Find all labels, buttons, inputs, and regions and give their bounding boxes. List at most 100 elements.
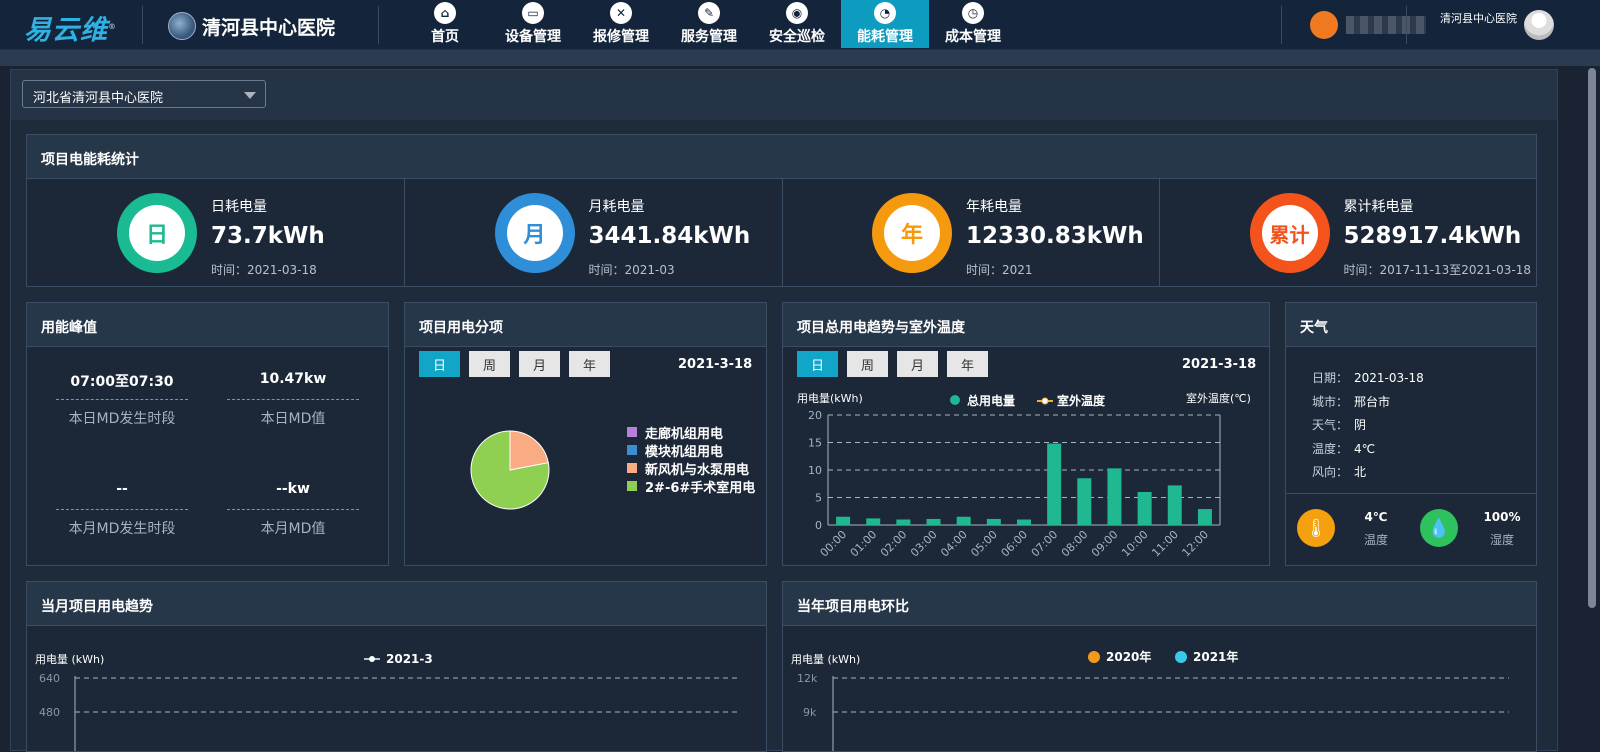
trend-panel: 项目总用电趋势与室外温度 日周月年 2021-3-18 用电量(kWh) 室外温度… (782, 302, 1270, 566)
filter-bar: 河北省清河县中心医院 (11, 70, 1557, 120)
y-tick-label: 15 (808, 437, 822, 450)
hospital-select[interactable]: 河北省清河县中心医院 (22, 80, 266, 108)
monitor-icon: ▭ (522, 2, 544, 24)
tab-2[interactable]: 月 (519, 351, 560, 377)
gauge-icon: ◷ (962, 2, 984, 24)
x-tick-label: 12:00 (1179, 528, 1211, 560)
weather-row: 风向：北 (1312, 465, 1367, 479)
bar (1167, 485, 1182, 525)
bar (926, 518, 941, 525)
humidity-value: 100% (1483, 510, 1521, 524)
nav-item-4[interactable]: ◉ 安全巡检 (753, 0, 841, 48)
bar (1017, 519, 1031, 525)
x-tick-label: 07:00 (1029, 528, 1061, 560)
x-tick-label: 06:00 (999, 528, 1031, 560)
temperature-value: 4℃ (1364, 510, 1388, 524)
panel-title: 当月项目用电趋势 (27, 582, 766, 626)
legend-item[interactable]: 2#-6#手术室用电 (627, 477, 755, 496)
bar-chart: 用电量(kWh) 室外温度(℃) 总用电量 室外温度 0 5 10 15 20 00:0001:0… (797, 391, 1251, 560)
bar (896, 519, 911, 525)
tab-0[interactable]: 日 (419, 351, 460, 377)
panel-title: 天气 (1286, 303, 1536, 347)
avatar[interactable] (1524, 10, 1554, 40)
bar-chart: 用电量 (kWh) 12k 9k 2020年 2021年 (791, 649, 1509, 751)
y-tick-label: 640 (39, 672, 60, 685)
y-tick-label: 5 (815, 492, 822, 505)
nav-item-1[interactable]: ▭ 设备管理 (489, 0, 577, 48)
edit-icon: ✎ (698, 2, 720, 24)
x-tick-label: 11:00 (1149, 528, 1181, 560)
nav-item-6[interactable]: ◷ 成本管理 (929, 0, 1017, 48)
bar (986, 518, 1001, 525)
energy-stats-panel: 项目电能耗统计 日日耗电量 73.7kWh 时间：2021-03-18 月月耗电量 34… (26, 134, 1537, 287)
bar (866, 518, 881, 525)
panel-title: 项目用电分项 (405, 303, 766, 347)
divider (1281, 6, 1282, 44)
nav-item-2[interactable]: ✕ 报修管理 (577, 0, 665, 48)
tab-3[interactable]: 年 (947, 351, 988, 377)
nav-item-0[interactable]: ⌂ 首页 (401, 0, 489, 48)
y-axis-label: 用电量(kWh) (797, 392, 863, 405)
user-area[interactable] (1310, 8, 1426, 42)
pie-chart-icon: ◔ (874, 2, 896, 24)
pie-legend: 走廊机组用电 模块机组用电 新风机与水泵用电 2#-6#手术室用电 (627, 423, 755, 496)
peak-cell: 10.47kw 本日MD值 (227, 371, 359, 428)
humidity-label: 湿度 (1489, 533, 1514, 547)
stat-time: 时间：2021 (966, 263, 1033, 277)
pie-chart (470, 430, 550, 510)
tab-2[interactable]: 月 (897, 351, 938, 377)
brand-logo[interactable]: 易云维® (24, 15, 117, 46)
stat-label: 年耗电量 (966, 199, 1022, 215)
humidity-icon: 💧 (1420, 509, 1458, 547)
y-axis-label: 用电量 (kWh) (35, 653, 104, 666)
stat-label: 月耗电量 (588, 199, 645, 215)
thermometer-icon: 🌡 (1297, 509, 1335, 547)
legend-item[interactable]: 新风机与水泵用电 (627, 459, 755, 478)
tab-0[interactable]: 日 (797, 351, 838, 377)
bar (1137, 492, 1152, 525)
x-tick-label: 00:00 (818, 528, 850, 560)
stat-card: 月月耗电量 3441.84kWh 时间：2021-03 (405, 179, 783, 287)
y-axis-label: 用电量 (kWh) (791, 653, 860, 666)
period-tabs: 日周月年 (797, 351, 988, 377)
temperature-label: 温度 (1363, 533, 1388, 547)
bar (836, 516, 851, 525)
stat-card: 累计 累计耗电量 528917.4kWh 时间：2017-11-13至2021-03-… (1160, 179, 1538, 287)
legend-item[interactable]: 模块机组用电 (627, 441, 755, 460)
x-tick-label: 02:00 (878, 528, 910, 560)
legend-marker (1041, 397, 1049, 405)
panel-title: 项目电能耗统计 (27, 135, 1536, 179)
nav-label: 报修管理 (593, 29, 649, 45)
stat-time: 时间：2017-11-13至2021-03-18 (1343, 263, 1531, 277)
divider (378, 6, 379, 44)
period-tabs: 日周月年 (419, 351, 610, 377)
bar (1077, 478, 1092, 525)
x-tick-label: 08:00 (1059, 528, 1091, 560)
bar (1197, 509, 1212, 525)
sub-bar (0, 50, 1600, 66)
tab-1[interactable]: 周 (469, 351, 510, 377)
tab-3[interactable]: 年 (569, 351, 610, 377)
monthly-trend-panel: 当月项目用电趋势 用电量 (kWh) 640 480 2021-3 (26, 581, 767, 752)
nav-label: 首页 (431, 29, 459, 45)
weather-panel: 天气 日期： 2021-03-18 城市： 邢台市 天气：阴温度： 4℃ 风向：北 🌡 4℃… (1285, 302, 1537, 566)
stat-card: 年年耗电量 12330.83kWh 时间：2021 (782, 179, 1160, 287)
scrollbar[interactable] (1588, 68, 1596, 608)
legend-item[interactable]: 走廊机组用电 (627, 423, 755, 442)
line-chart: 用电量 (kWh) 640 480 2021-3 (35, 652, 739, 751)
user-name-blurred (1346, 16, 1426, 34)
y-tick-label: 0 (815, 519, 822, 532)
tab-1[interactable]: 周 (847, 351, 888, 377)
hospital-emblem-icon (168, 12, 196, 40)
peak-cell: --kw 本月MD值 (227, 481, 359, 538)
stat-value: 12330.83kWh (966, 223, 1144, 249)
legend-label: 2021-3 (386, 652, 433, 666)
stat-time: 时间：2021-03-18 (211, 263, 317, 277)
stat-time: 时间：2021-03 (588, 263, 675, 277)
nav-item-3[interactable]: ✎ 服务管理 (665, 0, 753, 48)
panel-title: 项目总用电趋势与室外温度 (783, 303, 1269, 347)
pie-slice (509, 430, 549, 471)
x-tick-label: 03:00 (908, 528, 940, 560)
legend-marker (950, 395, 960, 405)
nav-item-5[interactable]: ◔ 能耗管理 (841, 0, 929, 48)
